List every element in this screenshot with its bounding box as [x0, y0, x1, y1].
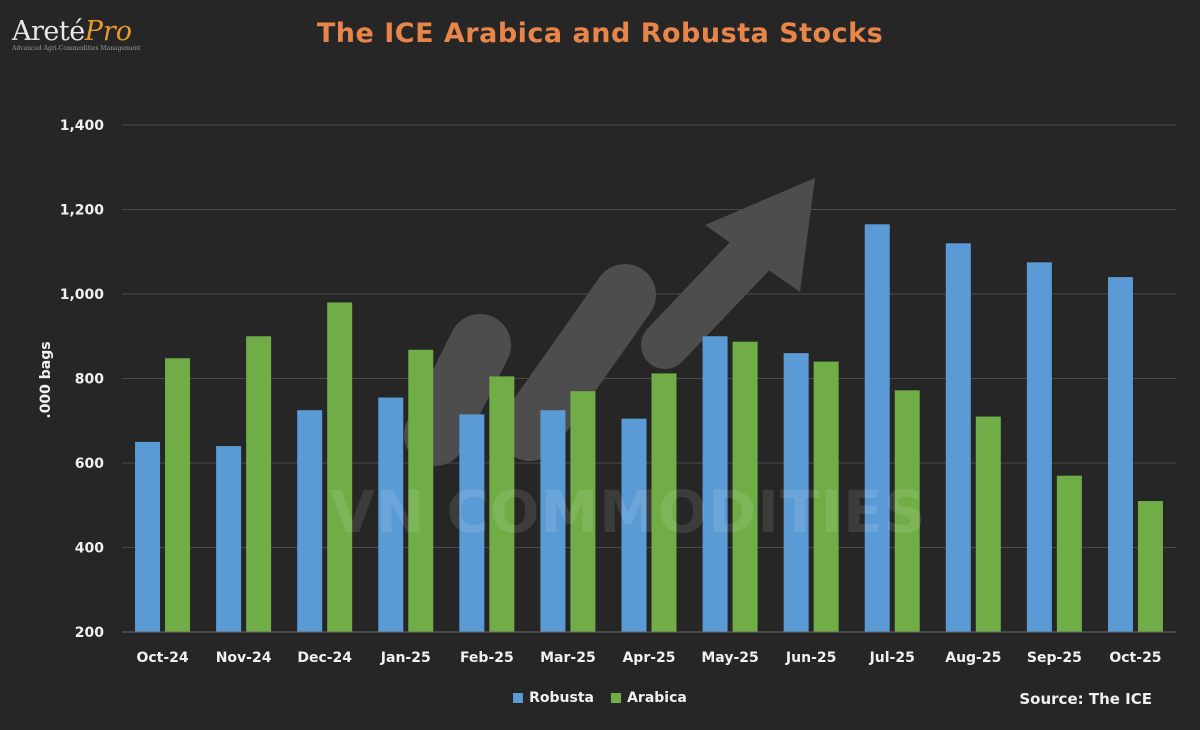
x-axis-ticks: Oct-24 Nov-24 Dec-24 Jan-25 Feb-25 Mar-25 Apr-… [136, 650, 1161, 666]
trend-arrow-watermark-icon [404, 178, 815, 466]
y-axis-ticks: 200 400 600 800 1,000 1,200 1,400 [60, 118, 105, 641]
y-tick-label: 600 [75, 456, 104, 472]
bar-robusta [378, 397, 404, 632]
x-tick-label: Sep-25 [1027, 650, 1082, 666]
bar-robusta [783, 353, 809, 632]
bar-robusta [621, 418, 647, 632]
bar-robusta [702, 336, 728, 632]
bar-arabica [1056, 475, 1082, 632]
bar-robusta [216, 446, 242, 632]
y-tick-label: 1,000 [60, 287, 105, 303]
x-tick-label: Aug-25 [945, 650, 1001, 666]
x-tick-label: Apr-25 [622, 650, 675, 666]
chart-title: The ICE Arabica and Robusta Stocks [316, 18, 884, 49]
bar-arabica [489, 376, 515, 632]
logo-tagline: Advanced Agri-Commodities Management [12, 45, 141, 52]
bar-arabica [165, 358, 191, 632]
bar-robusta [135, 441, 161, 632]
legend-item-robusta: Robusta [513, 690, 594, 706]
y-tick-label: 1,400 [60, 118, 105, 134]
x-tick-label: Jun-25 [785, 650, 836, 666]
bar-robusta [297, 410, 323, 632]
bar-arabica [327, 302, 353, 632]
y-tick-label: 800 [75, 372, 104, 388]
bar-arabica [651, 373, 677, 632]
bar-robusta [1107, 277, 1133, 632]
legend-label-robusta: Robusta [529, 690, 594, 706]
bar-arabica [975, 416, 1001, 632]
bar-arabica [246, 336, 272, 632]
bar-arabica [813, 361, 839, 632]
x-tick-label: Jan-25 [380, 650, 431, 666]
y-tick-label: 1,200 [60, 203, 105, 219]
bar-arabica [732, 341, 758, 632]
legend-item-arabica: Arabica [611, 690, 687, 706]
x-tick-label: Nov-24 [216, 650, 272, 666]
bar-arabica [408, 349, 434, 632]
logo-brand-secondary: Pro [84, 16, 133, 47]
source-note: Source: The ICE [1019, 690, 1152, 708]
bar-arabica [1137, 501, 1163, 632]
legend-swatch-arabica [611, 693, 622, 703]
x-tick-label: Dec-24 [297, 650, 352, 666]
legend-swatch-robusta [513, 693, 524, 703]
aretepro-logo: AretéPro Advanced Agri-Commodities Manag… [12, 16, 162, 60]
bar-robusta [540, 410, 566, 632]
x-tick-label: Mar-25 [540, 650, 596, 666]
legend: Robusta Arabica [0, 688, 1200, 710]
x-tick-label: May-25 [701, 650, 758, 666]
bar-arabica [570, 391, 596, 632]
x-tick-label: Jul-25 [869, 650, 915, 666]
x-tick-label: Oct-24 [136, 650, 188, 666]
bar-robusta [459, 414, 485, 632]
x-tick-label: Oct-25 [1109, 650, 1161, 666]
vn-commodities-watermark: VN COMMODITIES [330, 478, 927, 546]
y-tick-label: 400 [75, 541, 104, 557]
x-tick-label: Feb-25 [460, 650, 514, 666]
y-axis-label: .000 bags [38, 341, 54, 418]
bars [135, 224, 1163, 633]
bar-robusta [1026, 262, 1052, 632]
bar-robusta [864, 224, 890, 632]
bar-arabica [894, 390, 920, 632]
legend-label-arabica: Arabica [627, 690, 687, 706]
y-tick-label: 200 [75, 625, 104, 641]
bar-robusta [945, 243, 971, 633]
logo-brand-primary: Areté [12, 16, 85, 47]
